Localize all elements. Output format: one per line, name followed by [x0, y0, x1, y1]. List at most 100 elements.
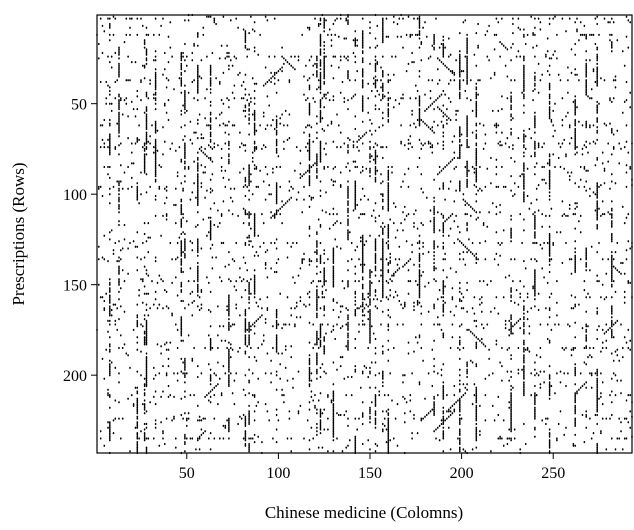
data-point — [248, 444, 250, 447]
data-point — [510, 100, 512, 104]
data-point — [264, 263, 267, 266]
data-point — [376, 79, 379, 82]
data-point — [182, 138, 184, 142]
data-point — [510, 133, 512, 136]
data-point — [184, 372, 186, 375]
data-point — [132, 107, 135, 111]
data-point — [118, 256, 120, 259]
data-point — [607, 21, 610, 24]
data-point — [209, 140, 212, 143]
data-point — [400, 303, 402, 306]
data-point — [288, 410, 291, 413]
data-point — [108, 308, 111, 312]
data-point — [374, 216, 377, 219]
data-point — [519, 296, 522, 299]
data-point — [154, 93, 157, 96]
data-point — [145, 328, 148, 332]
data-point — [506, 97, 509, 100]
data-point — [458, 140, 461, 143]
data-point — [108, 124, 111, 127]
data-point — [387, 98, 390, 102]
data-point — [316, 71, 318, 75]
data-point — [596, 126, 599, 129]
data-point — [107, 319, 109, 323]
data-point — [550, 328, 553, 332]
data-point — [317, 218, 320, 221]
data-point — [347, 238, 349, 241]
data-point — [136, 323, 139, 326]
data-point — [107, 259, 109, 263]
data-point — [381, 272, 384, 275]
data-point — [590, 97, 593, 100]
data-point — [347, 55, 349, 58]
data-point — [596, 57, 599, 60]
data-point — [576, 202, 578, 205]
data-point — [458, 88, 461, 91]
data-point — [284, 323, 287, 326]
data-point — [209, 448, 212, 451]
data-point — [499, 144, 501, 147]
data-point — [369, 408, 371, 411]
data-point — [253, 89, 256, 93]
data-point — [332, 252, 335, 256]
data-point — [475, 325, 478, 328]
data-point — [198, 75, 201, 78]
data-point — [510, 234, 512, 237]
data-point — [312, 399, 315, 402]
data-point — [510, 422, 512, 426]
data-point — [567, 214, 569, 218]
data-point — [200, 290, 203, 294]
data-point — [242, 413, 245, 417]
data-point — [466, 142, 468, 145]
data-point — [416, 17, 419, 20]
data-point — [466, 370, 468, 373]
data-point — [275, 129, 278, 132]
data-point — [275, 142, 278, 145]
data-point — [180, 281, 183, 285]
data-point — [510, 240, 512, 243]
data-point — [466, 55, 468, 58]
data-point — [449, 410, 452, 413]
data-point — [585, 330, 588, 333]
data-point — [585, 258, 588, 261]
data-point — [466, 124, 468, 127]
data-point — [244, 46, 247, 49]
data-point — [108, 431, 111, 435]
data-point — [534, 368, 536, 371]
data-point — [398, 258, 401, 261]
data-point — [576, 73, 578, 76]
data-point — [610, 265, 613, 268]
data-point — [347, 221, 349, 225]
data-point — [416, 89, 419, 93]
data-point — [308, 133, 311, 136]
data-point — [376, 169, 379, 172]
data-point — [387, 113, 390, 116]
data-point — [574, 202, 577, 205]
data-point — [460, 69, 463, 73]
data-point — [114, 51, 117, 55]
data-point — [145, 153, 148, 156]
data-point — [506, 370, 509, 373]
data-point — [458, 401, 461, 404]
data-point — [316, 164, 318, 167]
data-point — [220, 147, 223, 151]
data-point — [244, 430, 247, 433]
data-point — [228, 314, 230, 317]
data-point — [136, 440, 139, 444]
data-point — [427, 140, 430, 143]
data-point — [198, 415, 201, 418]
data-point — [347, 285, 349, 288]
data-point — [381, 285, 384, 288]
data-point — [585, 59, 588, 62]
data-point — [433, 221, 435, 225]
data-point — [359, 263, 362, 266]
data-point — [361, 298, 364, 301]
data-point — [585, 189, 588, 192]
data-point — [512, 147, 514, 151]
data-point — [118, 129, 120, 132]
data-point — [354, 127, 357, 131]
data-point — [510, 156, 512, 160]
data-point — [325, 55, 327, 58]
data-point — [130, 162, 133, 165]
data-point — [535, 241, 538, 245]
